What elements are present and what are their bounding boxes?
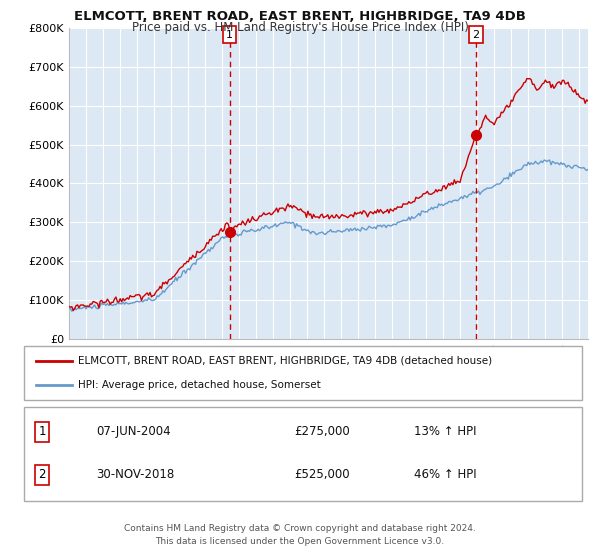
Text: ELMCOTT, BRENT ROAD, EAST BRENT, HIGHBRIDGE, TA9 4DB: ELMCOTT, BRENT ROAD, EAST BRENT, HIGHBRI…	[74, 10, 526, 23]
Text: 13% ↑ HPI: 13% ↑ HPI	[414, 425, 476, 438]
Text: 07-JUN-2004: 07-JUN-2004	[96, 425, 170, 438]
Text: ELMCOTT, BRENT ROAD, EAST BRENT, HIGHBRIDGE, TA9 4DB (detached house): ELMCOTT, BRENT ROAD, EAST BRENT, HIGHBRI…	[78, 356, 492, 366]
Text: 46% ↑ HPI: 46% ↑ HPI	[414, 468, 476, 482]
Text: Contains HM Land Registry data © Crown copyright and database right 2024.
This d: Contains HM Land Registry data © Crown c…	[124, 524, 476, 546]
Text: 1: 1	[226, 30, 233, 40]
Text: HPI: Average price, detached house, Somerset: HPI: Average price, detached house, Some…	[78, 380, 321, 390]
Text: 2: 2	[38, 468, 46, 482]
Text: £275,000: £275,000	[294, 425, 350, 438]
Text: £525,000: £525,000	[294, 468, 350, 482]
Text: 30-NOV-2018: 30-NOV-2018	[96, 468, 174, 482]
Text: 2: 2	[472, 30, 479, 40]
Text: 1: 1	[38, 425, 46, 438]
Text: Price paid vs. HM Land Registry's House Price Index (HPI): Price paid vs. HM Land Registry's House …	[131, 21, 469, 34]
